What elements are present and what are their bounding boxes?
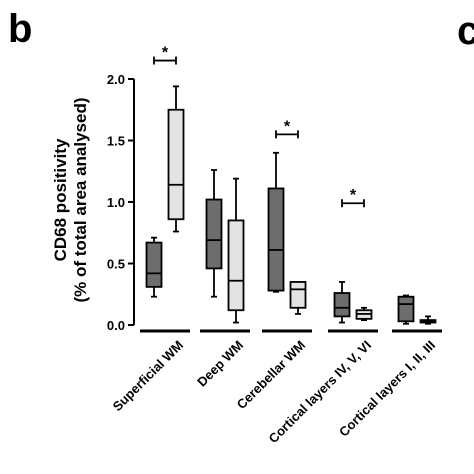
category-label: Deep WM	[194, 338, 246, 390]
significance-star: *	[284, 118, 291, 135]
significance-star: *	[162, 45, 169, 62]
box-series1	[397, 295, 415, 323]
category-label: Superficial WM	[110, 338, 187, 415]
y-tick-label: 0.5	[107, 257, 125, 272]
box-series1	[267, 187, 285, 292]
panel-letter-c: c	[457, 9, 474, 53]
box-series2	[227, 219, 245, 312]
significance-star: *	[350, 187, 357, 204]
y-axis-label-line1: CD68 positivity	[51, 138, 70, 261]
y-tick-label: 1.0	[107, 195, 125, 210]
y-tick-label: 2.0	[107, 72, 125, 87]
box-series1	[205, 198, 223, 270]
box-series2	[167, 108, 185, 221]
box-series2	[289, 281, 307, 309]
y-tick-label: 0.0	[107, 318, 125, 333]
y-axis-label: CD68 positivity (% of total area analyse…	[51, 97, 90, 302]
y-tick-label: 1.5	[107, 134, 125, 149]
box-series1	[145, 241, 163, 288]
panel-letter-b: b	[8, 7, 32, 51]
y-axis-label-line2: (% of total area analysed)	[71, 97, 90, 302]
box-series1	[333, 292, 351, 318]
